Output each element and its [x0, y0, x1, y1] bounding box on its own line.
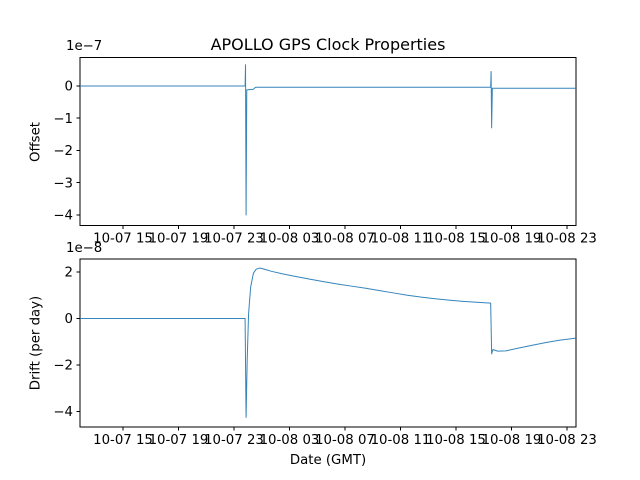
data-line-clock-offset	[80, 64, 576, 216]
y-axis-label-drift: Drift (per day)	[28, 295, 44, 391]
y-tick-label: −2	[53, 359, 73, 374]
axes-frame	[79, 57, 577, 227]
x-tick-label: 10-07 15	[93, 433, 153, 448]
x-tick-label: 10-08 19	[482, 433, 542, 448]
y-axis-label-offset: Offset	[28, 122, 44, 162]
x-axis-label: Date (GMT)	[289, 453, 367, 468]
x-tick-label: 10-07 23	[204, 231, 264, 246]
y-tick-label: −3	[53, 176, 73, 191]
y-tick-label: 2	[65, 266, 73, 281]
y-tick-label: −4	[53, 209, 73, 224]
x-tick-label: 10-08 03	[260, 231, 320, 246]
offset-multiplier-top: 1e−7	[66, 39, 103, 54]
x-tick-label: 10-08 23	[537, 433, 597, 448]
chart-title: APOLLO GPS Clock Properties	[210, 35, 446, 54]
x-tick-label: 10-08 23	[537, 231, 597, 246]
x-tick-label: 10-08 03	[260, 433, 320, 448]
x-tick-label: 10-08 07	[315, 433, 375, 448]
x-tick-label: 10-08 11	[371, 433, 431, 448]
y-tick-label: 0	[65, 80, 73, 95]
data-line-clock-drift	[80, 267, 577, 418]
y-tick-label: −4	[53, 405, 73, 420]
x-tick-label: 10-08 07	[315, 231, 375, 246]
x-tick-label: 10-08 15	[426, 433, 486, 448]
y-tick-label: −1	[53, 112, 73, 127]
x-tick-label: 10-07 19	[149, 433, 209, 448]
x-tick-label: 10-08 11	[371, 231, 431, 246]
x-tick-label: 10-07 23	[204, 433, 264, 448]
y-tick-label: 0	[65, 312, 73, 327]
x-tick-label: 10-07 19	[149, 231, 209, 246]
axes-frame	[79, 258, 577, 428]
x-tick-label: 10-08 15	[426, 231, 486, 246]
x-tick-label: 10-07 15	[93, 231, 153, 246]
offset-multiplier-bottom: 1e−8	[66, 241, 103, 256]
x-tick-label: 10-08 19	[482, 231, 542, 246]
y-tick-label: −2	[53, 144, 73, 159]
